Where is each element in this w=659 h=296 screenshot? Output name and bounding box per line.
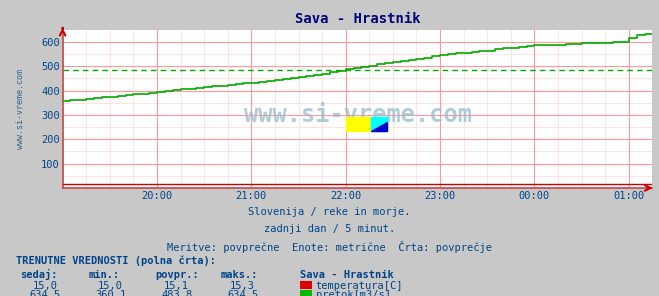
Text: 15,0: 15,0 <box>32 281 57 291</box>
Text: 15,3: 15,3 <box>230 281 255 291</box>
Text: Sava - Hrastnik: Sava - Hrastnik <box>300 270 393 280</box>
Text: temperatura[C]: temperatura[C] <box>316 281 403 291</box>
Text: maks.:: maks.: <box>221 270 258 280</box>
Polygon shape <box>371 122 387 131</box>
Text: 15,1: 15,1 <box>164 281 189 291</box>
Text: povpr.:: povpr.: <box>155 270 198 280</box>
Text: Meritve: povprečne  Enote: metrične  Črta: povprečje: Meritve: povprečne Enote: metrične Črta:… <box>167 241 492 253</box>
Text: 483,8: 483,8 <box>161 289 192 296</box>
Bar <box>371 117 387 131</box>
Text: 634,5: 634,5 <box>29 289 61 296</box>
Text: sedaj:: sedaj: <box>20 269 57 280</box>
Bar <box>346 117 371 131</box>
Text: zadnji dan / 5 minut.: zadnji dan / 5 minut. <box>264 224 395 234</box>
Text: 15,0: 15,0 <box>98 281 123 291</box>
Text: pretok[m3/s]: pretok[m3/s] <box>316 289 391 296</box>
Text: Slovenija / reke in morje.: Slovenija / reke in morje. <box>248 207 411 217</box>
Text: TRENUTNE VREDNOSTI (polna črta):: TRENUTNE VREDNOSTI (polna črta): <box>16 256 216 266</box>
Title: Sava - Hrastnik: Sava - Hrastnik <box>295 12 420 26</box>
Text: www.si-vreme.com: www.si-vreme.com <box>244 103 471 127</box>
Text: 634,5: 634,5 <box>227 289 258 296</box>
Text: min.:: min.: <box>89 270 120 280</box>
Text: www.si-vreme.com: www.si-vreme.com <box>16 69 24 149</box>
Text: 360,1: 360,1 <box>95 289 127 296</box>
